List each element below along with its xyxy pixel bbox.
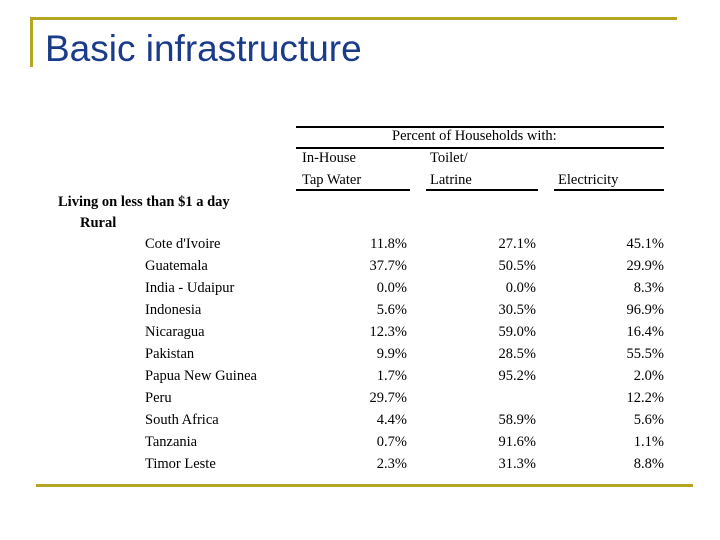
- row-country: Peru: [145, 390, 172, 406]
- row-tap: 2.3%: [376, 456, 407, 472]
- slide-title: Basic infrastructure: [45, 28, 362, 69]
- row-country: Guatemala: [145, 258, 208, 274]
- row-toilet: 59.0%: [498, 324, 536, 340]
- super-header-rule: [296, 147, 664, 149]
- header-top-rule: [296, 126, 664, 128]
- row-country: Cote d'Ivoire: [145, 236, 221, 252]
- column-header-electricity: Electricity: [558, 172, 619, 188]
- column-toilet-rule: [426, 189, 538, 191]
- row-country: Papua New Guinea: [145, 368, 257, 384]
- row-toilet: 30.5%: [498, 302, 536, 318]
- row-toilet: 28.5%: [498, 346, 536, 362]
- row-tap: 4.4%: [376, 412, 407, 428]
- column-header-tap-line1: In-House: [302, 150, 356, 166]
- row-electricity: 29.9%: [626, 258, 664, 274]
- row-electricity: 96.9%: [626, 302, 664, 318]
- row-tap: 29.7%: [369, 390, 407, 406]
- row-toilet: 95.2%: [498, 368, 536, 384]
- row-country: Tanzania: [145, 434, 198, 450]
- row-toilet: 31.3%: [498, 456, 536, 472]
- row-tap: 11.8%: [370, 236, 407, 252]
- row-tap: 0.0%: [376, 280, 407, 296]
- row-tap: 5.6%: [376, 302, 407, 318]
- row-country: Indonesia: [145, 302, 202, 318]
- row-electricity: 55.5%: [626, 346, 664, 362]
- row-toilet: 27.1%: [498, 236, 536, 252]
- super-header: Percent of Households with:: [392, 128, 557, 144]
- row-electricity: 5.6%: [633, 412, 664, 428]
- frame-top-rule: [30, 17, 677, 20]
- row-country: Nicaragua: [145, 324, 205, 340]
- row-electricity: 16.4%: [626, 324, 664, 340]
- column-header-tap-line2: Tap Water: [302, 172, 362, 188]
- frame-bottom-rule: [36, 484, 693, 487]
- row-tap: 1.7%: [376, 368, 407, 384]
- column-electricity-rule: [554, 189, 664, 191]
- row-tap: 9.9%: [376, 346, 407, 362]
- row-electricity: 8.3%: [633, 280, 664, 296]
- row-toilet: 50.5%: [498, 258, 536, 274]
- row-tap: 37.7%: [369, 258, 407, 274]
- row-electricity: 45.1%: [626, 236, 664, 252]
- row-electricity: 12.2%: [626, 390, 664, 406]
- row-electricity: 1.1%: [633, 434, 664, 450]
- row-tap: 12.3%: [369, 324, 407, 340]
- row-country: Timor Leste: [145, 456, 216, 472]
- row-toilet: 91.6%: [498, 434, 536, 450]
- row-country: India - Udaipur: [145, 280, 235, 296]
- row-country: Pakistan: [145, 346, 195, 362]
- row-toilet: 0.0%: [505, 280, 536, 296]
- row-electricity: 8.8%: [633, 456, 664, 472]
- row-tap: 0.7%: [376, 434, 407, 450]
- frame-left-rule: [30, 17, 33, 67]
- group-label: Living on less than $1 a day: [58, 194, 230, 210]
- row-toilet: 58.9%: [498, 412, 536, 428]
- row-country: South Africa: [145, 412, 219, 428]
- subgroup-label: Rural: [80, 215, 117, 231]
- column-header-toilet-line1: Toilet/: [430, 150, 468, 166]
- column-tap-rule: [296, 189, 410, 191]
- row-electricity: 2.0%: [633, 368, 664, 384]
- column-header-toilet-line2: Latrine: [430, 172, 472, 188]
